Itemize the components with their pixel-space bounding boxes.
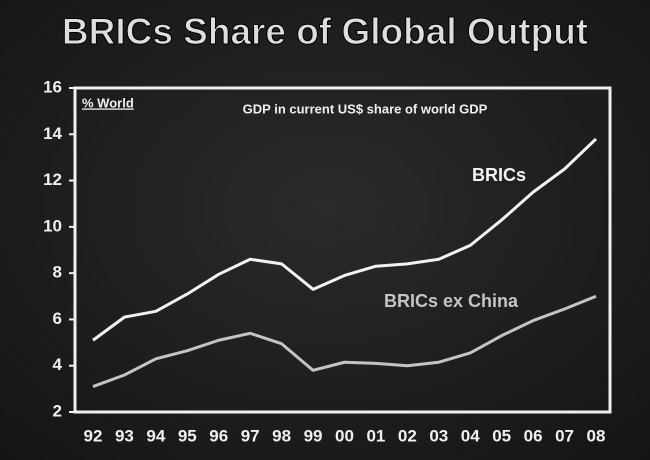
y-tick-label: 8 — [53, 263, 62, 282]
series-label: BRICs — [472, 165, 526, 185]
y-tick-label: 2 — [53, 401, 62, 420]
y-tick-label: 10 — [43, 216, 62, 235]
y-tick-label: 14 — [43, 124, 62, 143]
series-label: BRICs ex China — [384, 291, 519, 311]
x-tick-label: 00 — [335, 426, 354, 445]
x-tick-label: 96 — [209, 426, 228, 445]
x-tick-label: 05 — [492, 426, 511, 445]
y-axis-label: % World — [82, 95, 134, 110]
x-tick-label: 08 — [587, 426, 606, 445]
y-tick-label: 4 — [53, 355, 63, 374]
x-tick-label: 93 — [115, 426, 134, 445]
x-tick-label: 99 — [304, 426, 323, 445]
subtitle: GDP in current US$ share of world GDP — [243, 101, 488, 116]
x-tick-label: 04 — [461, 426, 480, 445]
x-tick-label: 94 — [146, 426, 165, 445]
x-tick-label: 03 — [429, 426, 448, 445]
y-tick-label: 12 — [43, 170, 62, 189]
x-tick-label: 92 — [84, 426, 103, 445]
x-tick-label: 01 — [366, 426, 385, 445]
series-line — [92, 137, 598, 342]
x-tick-label: 97 — [241, 426, 260, 445]
series-line — [92, 294, 597, 388]
x-tick-label: 02 — [398, 426, 417, 445]
x-tick-label: 07 — [555, 426, 574, 445]
x-tick-label: 95 — [178, 426, 197, 445]
chart-title: BRICs Share of Global Output — [62, 11, 588, 52]
x-tick-label: 06 — [524, 426, 543, 445]
plot-frame — [73, 86, 612, 414]
y-tick-label: 16 — [43, 77, 62, 96]
x-tick-label: 98 — [272, 426, 291, 445]
y-tick-label: 6 — [53, 309, 62, 328]
